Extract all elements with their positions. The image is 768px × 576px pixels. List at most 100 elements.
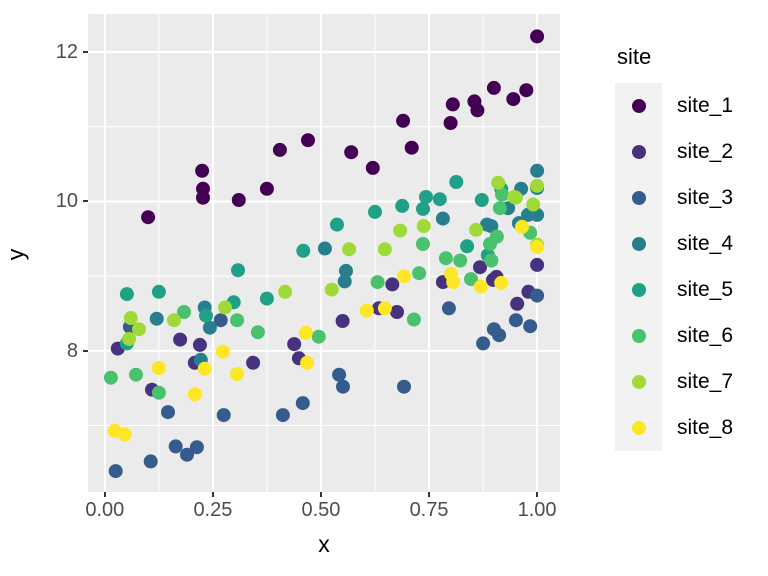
data-point-site_7 xyxy=(530,178,545,193)
data-point-site_3 xyxy=(332,367,347,382)
data-point-site_6 xyxy=(311,329,326,344)
data-point-site_7 xyxy=(393,223,408,238)
data-point-site_7 xyxy=(377,242,392,257)
data-point-site_3 xyxy=(336,379,350,394)
data-point-site_6 xyxy=(406,312,421,327)
data-point-site_4 xyxy=(530,163,545,178)
legend-key xyxy=(615,83,662,129)
data-point-site_1 xyxy=(530,29,545,44)
data-point-site_7 xyxy=(167,313,181,328)
legend-dot-icon xyxy=(631,145,646,159)
data-point-site_1 xyxy=(196,190,210,205)
y-tick-label: 10 xyxy=(55,190,78,213)
data-point-site_6 xyxy=(129,367,143,382)
data-point-site_3 xyxy=(275,408,290,423)
data-point-site_8 xyxy=(117,427,132,442)
data-point-site_5 xyxy=(151,284,166,299)
data-point-site_5 xyxy=(259,291,274,306)
data-point-site_6 xyxy=(416,237,430,251)
legend-dot-icon xyxy=(631,421,646,435)
x-tick-mark xyxy=(536,492,539,497)
data-point-site_6 xyxy=(103,370,118,385)
data-point-site_1 xyxy=(404,140,419,155)
data-point-site_6 xyxy=(453,253,468,268)
data-point-site_3 xyxy=(189,440,204,455)
legend-item-site_3: site_3 xyxy=(615,175,765,221)
legend-label: site_1 xyxy=(677,94,734,117)
data-point-site_6 xyxy=(438,251,453,266)
data-point-site_8 xyxy=(515,219,529,234)
legend-item-site_6: site_6 xyxy=(615,313,765,359)
data-point-site_7 xyxy=(218,300,232,315)
data-point-site_3 xyxy=(216,408,231,423)
legend-key xyxy=(615,129,662,175)
legend-key xyxy=(615,267,662,313)
data-point-site_2 xyxy=(510,296,525,311)
data-point-site_8 xyxy=(530,240,545,254)
data-point-site_6 xyxy=(151,385,166,400)
legend-dot-icon xyxy=(631,375,646,389)
data-point-site_8 xyxy=(473,279,488,294)
data-point-site_1 xyxy=(344,145,359,160)
data-point-site_3 xyxy=(492,328,507,343)
legend-dot-icon xyxy=(631,329,646,343)
legend-key xyxy=(615,175,662,221)
data-point-site_7 xyxy=(122,331,137,346)
x-tick-label: 1.00 xyxy=(517,499,557,521)
y-tick-mark xyxy=(83,200,88,203)
data-point-site_8 xyxy=(187,387,202,402)
data-point-site_7 xyxy=(526,197,541,212)
data-point-site_1 xyxy=(470,103,485,118)
legend-title: site xyxy=(617,44,652,69)
data-point-site_1 xyxy=(506,92,521,107)
data-point-site_3 xyxy=(168,439,183,454)
data-point-site_3 xyxy=(530,288,545,303)
data-point-site_1 xyxy=(141,210,156,225)
data-point-site_5 xyxy=(416,201,430,216)
legend: site site_1 site_2 site_3 site_4 site_5 site_… xyxy=(600,44,765,451)
x-tick-label: 0.75 xyxy=(409,499,449,521)
x-tick-label: 0.25 xyxy=(193,499,233,521)
data-point-site_3 xyxy=(108,464,123,479)
data-point-site_7 xyxy=(491,175,506,190)
data-point-site_7 xyxy=(469,222,484,237)
y-tick-mark xyxy=(83,51,88,54)
data-point-site_7 xyxy=(416,219,431,234)
y-axis-title: y xyxy=(2,248,29,261)
legend-dot-icon xyxy=(631,99,646,113)
data-point-site_1 xyxy=(195,163,210,178)
legend-item-site_5: site_5 xyxy=(615,267,765,313)
data-point-site_1 xyxy=(231,193,246,207)
data-point-site_8 xyxy=(377,301,392,316)
legend-items: site_1 site_2 site_3 site_4 site_5 site_6 site… xyxy=(600,83,765,451)
data-point-site_1 xyxy=(486,80,501,95)
data-point-site_2 xyxy=(385,277,400,292)
data-point-site_5 xyxy=(419,190,433,204)
data-point-site_7 xyxy=(324,282,339,297)
data-point-site_5 xyxy=(119,287,134,302)
data-point-site_2 xyxy=(335,314,350,328)
data-point-site_7 xyxy=(508,190,523,205)
data-point-site_4 xyxy=(337,274,352,289)
plot-panel xyxy=(88,14,560,492)
data-point-site_5 xyxy=(368,204,382,219)
data-point-site_7 xyxy=(132,322,146,337)
legend-label: site_2 xyxy=(677,140,734,163)
legend-item-site_2: site_2 xyxy=(615,129,765,175)
data-point-site_6 xyxy=(177,305,191,319)
legend-label: site_7 xyxy=(677,370,734,393)
data-point-site_1 xyxy=(396,113,411,128)
legend-key xyxy=(615,405,662,451)
data-point-site_6 xyxy=(370,275,385,290)
data-point-site_2 xyxy=(246,355,261,370)
x-tick-mark xyxy=(428,492,431,497)
data-point-site_1 xyxy=(301,133,315,148)
data-point-site_3 xyxy=(441,301,456,316)
data-point-site_7 xyxy=(278,284,293,299)
x-tick-label: 0.00 xyxy=(85,499,125,521)
data-point-site_5 xyxy=(330,217,344,232)
y-tick-mark xyxy=(83,349,88,352)
data-point-site_6 xyxy=(489,229,504,244)
data-point-site_1 xyxy=(365,160,380,175)
y-tick-label: 12 xyxy=(55,41,78,64)
